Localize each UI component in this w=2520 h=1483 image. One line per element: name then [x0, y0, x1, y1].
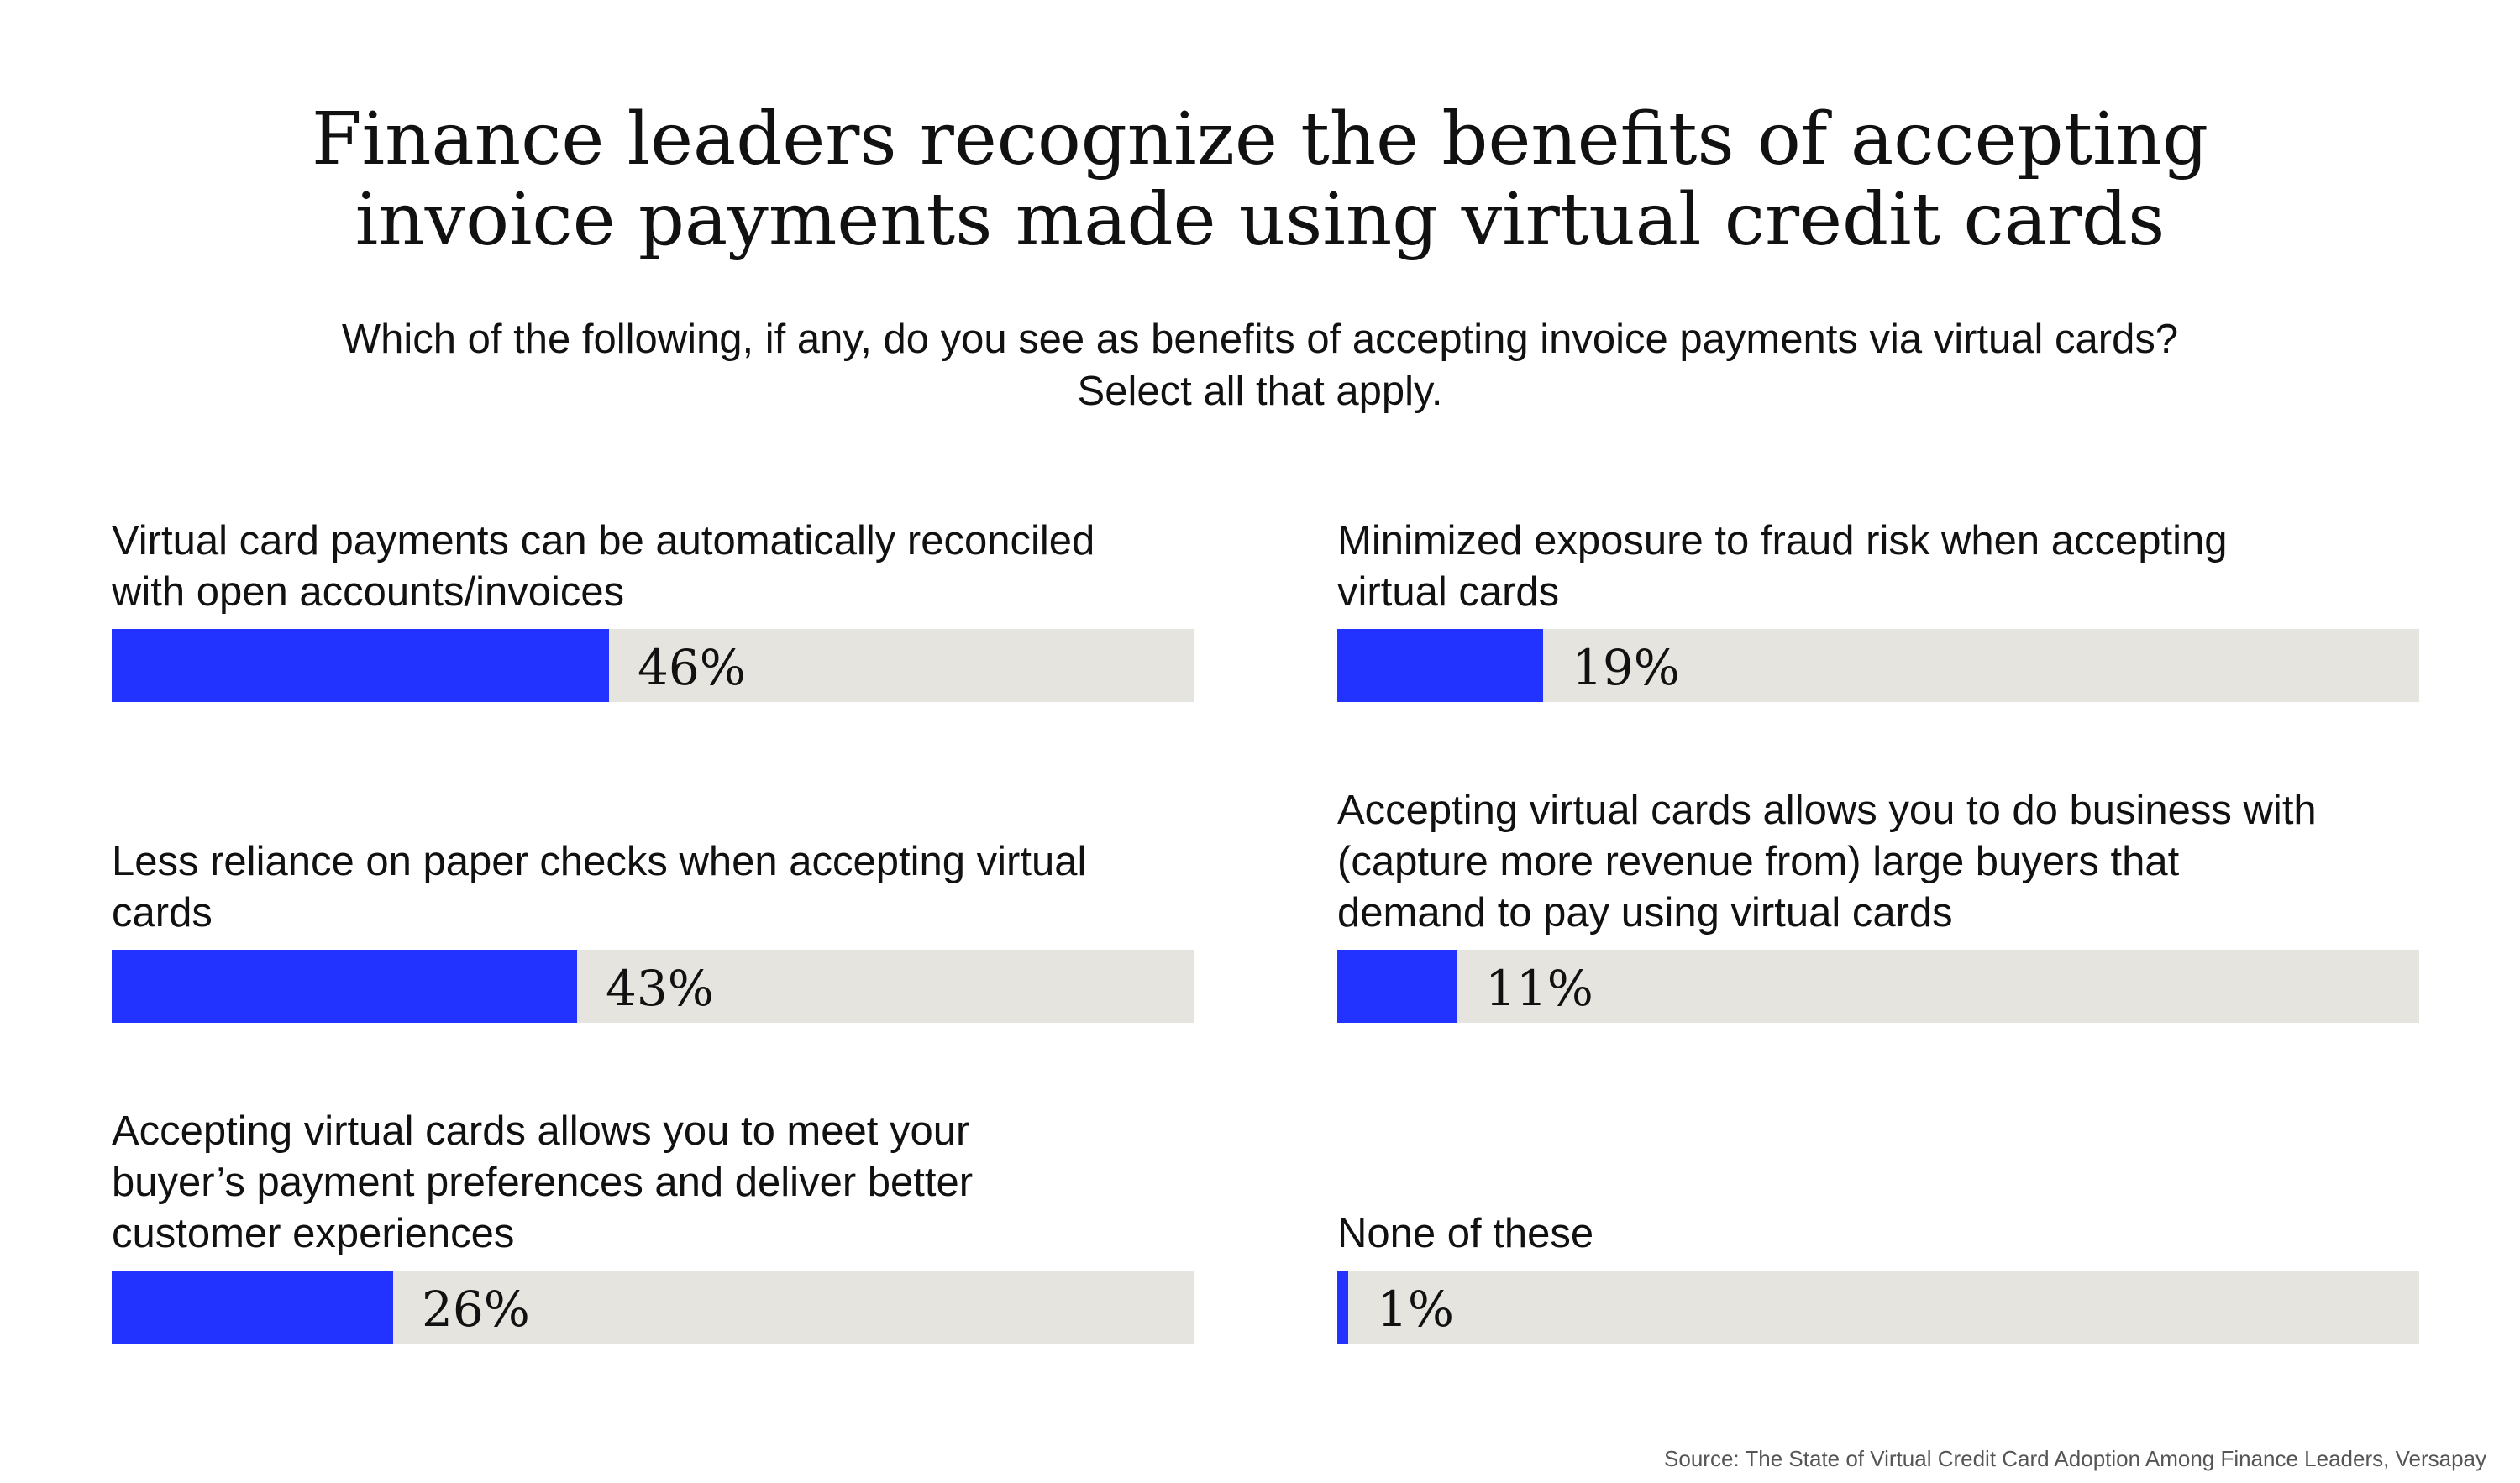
bar-category-label-line: customer experiences [112, 1211, 515, 1256]
bar-value-label: 46% [638, 639, 746, 696]
bar-track: 11% [1337, 950, 2419, 1023]
bar-value-label: 11% [1485, 960, 1593, 1017]
bar-category-label: Less reliance on paper checks when accep… [112, 836, 1212, 939]
bar-category-label-line: Accepting virtual cards allows you to me… [112, 1108, 970, 1154]
bar-value-label: 26% [422, 1281, 530, 1338]
bar-track: 1% [1337, 1271, 2419, 1344]
bar-fill [1337, 629, 1543, 702]
chart-subtitle-line-2: Select all that apply. [1077, 369, 1443, 414]
bar-category-label-line: None of these [1337, 1211, 1594, 1256]
bar-value-label: 43% [606, 960, 714, 1017]
bar-track: 19% [1337, 629, 2419, 702]
bar-fill [112, 1271, 393, 1344]
bar-category-label: Minimized exposure to fraud risk when ac… [1337, 516, 2438, 618]
bar-fill [112, 950, 577, 1023]
bar-category-label-line: demand to pay using virtual cards [1337, 890, 1953, 935]
bar-category-label-line: with open accounts/invoices [112, 569, 625, 615]
bar-track: 46% [112, 629, 1194, 702]
bar-fill [112, 629, 609, 702]
bar-category-label: Virtual card payments can be automatical… [112, 516, 1212, 618]
bar-category-label: Accepting virtual cards allows you to me… [112, 1106, 1212, 1260]
bar-item: Virtual card payments can be automatical… [112, 366, 1194, 702]
bar-item: None of these 1% [1337, 1008, 2419, 1344]
bar-value-label: 19% [1572, 639, 1680, 696]
bar-track: 43% [112, 950, 1194, 1023]
bar-category-label-line: virtual cards [1337, 569, 1560, 615]
bar-category-label-line: Minimized exposure to fraud risk when ac… [1337, 518, 2228, 563]
bar-category-label: Accepting virtual cards allows you to do… [1337, 785, 2438, 939]
bar-item: Less reliance on paper checks when accep… [112, 687, 1194, 1023]
chart-subtitle-line-1: Which of the following, if any, do you s… [341, 317, 2179, 362]
bar-category-label-line: Virtual card payments can be automatical… [112, 518, 1095, 563]
chart-title-line-1: Finance leaders recognize the benefits o… [311, 97, 2209, 181]
chart-title-line-2: invoice payments made using virtual cred… [354, 178, 2166, 262]
bar-category-label-line: Accepting virtual cards allows you to do… [1337, 788, 2317, 833]
bar-value-label: 1% [1377, 1281, 1455, 1338]
source-note: Source: The State of Virtual Credit Card… [1664, 1446, 2486, 1471]
bar-category-label-line: (capture more revenue from) large buyers… [1337, 839, 2180, 884]
chart-title: Finance leaders recognize the benefits o… [0, 99, 2520, 260]
bar-track: 26% [112, 1271, 1194, 1344]
bar-category-label: None of these [1337, 1208, 2438, 1260]
bar-item: Minimized exposure to fraud risk when ac… [1337, 366, 2419, 702]
bar-fill [1337, 1271, 1348, 1344]
chart-subtitle: Which of the following, if any, do you s… [0, 313, 2520, 417]
bar-category-label-line: Less reliance on paper checks when accep… [112, 839, 1087, 884]
bar-fill [1337, 950, 1457, 1023]
bar-category-label-line: cards [112, 890, 213, 935]
bar-item: Accepting virtual cards allows you to me… [112, 1008, 1194, 1344]
bar-item: Accepting virtual cards allows you to do… [1337, 687, 2419, 1023]
bar-category-label-line: buyer’s payment preferences and deliver … [112, 1160, 974, 1205]
